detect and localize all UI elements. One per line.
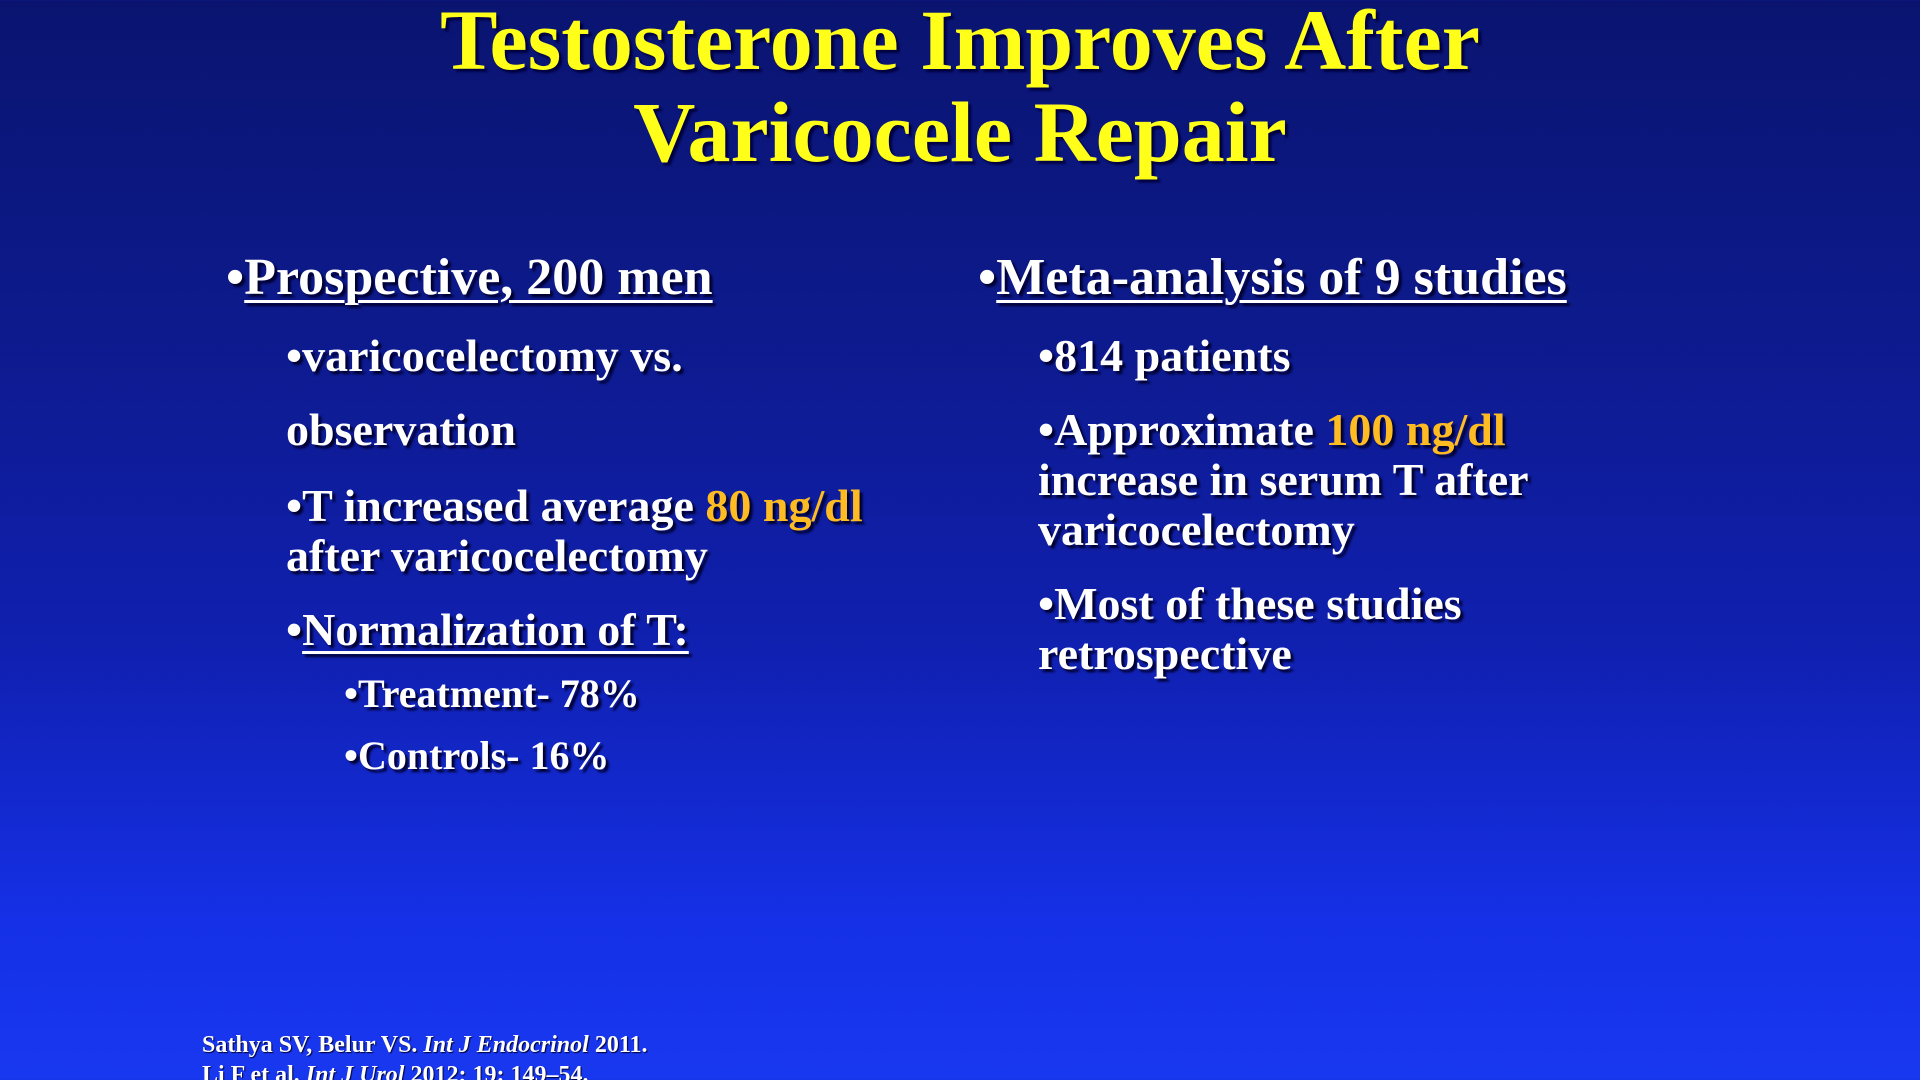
left-subitem-2-text: Controls- 16% <box>358 733 610 778</box>
left-subitem-1-bullet: • <box>344 671 359 716</box>
right-item-3: •Most of these studies retrospective <box>1038 579 1598 679</box>
reference-2-authors: Li F et al. <box>202 1062 306 1080</box>
right-heading-bullet: • <box>978 249 997 306</box>
right-item-2-bullet: • <box>1038 404 1055 455</box>
right-item-3-text: Most of these studies retrospective <box>1038 578 1462 679</box>
left-subitem-2: •Controls- 16% <box>344 725 966 787</box>
left-heading-bullet: • <box>226 249 245 306</box>
reference-1-year: 2011. <box>588 1032 648 1058</box>
left-subitem-2-bullet: • <box>344 733 359 778</box>
left-item-2-highlight: 80 ng/dl <box>705 480 863 531</box>
left-item-3: •Normalization of T: <box>286 605 966 655</box>
left-item-1-line-1: varicocelectomy vs. <box>302 330 683 381</box>
reference-2: Li F et al. Int J Urol 2012; 19: 149–54. <box>202 1060 648 1080</box>
left-column: •Prospective, 200 men •varicocelectomy v… <box>226 245 966 787</box>
left-item-1-bullet: • <box>286 330 303 381</box>
left-subitem-1-text: Treatment- 78% <box>358 671 640 716</box>
right-heading: •Meta-analysis of 9 studies <box>978 245 1738 311</box>
reference-2-details: 2012; 19: 149–54. <box>404 1062 589 1080</box>
left-heading: •Prospective, 200 men <box>226 245 966 311</box>
slide-title: Testosterone Improves After Varicocele R… <box>0 0 1920 178</box>
left-item-2-continuation: after varicocelectomy <box>286 530 708 581</box>
right-column: •Meta-analysis of 9 studies •814 patient… <box>978 245 1738 679</box>
references: Sathya SV, Belur VS. Int J Endocrinol 20… <box>202 1030 648 1080</box>
right-item-2-continuation: increase in serum T after varicocelectom… <box>1038 454 1528 555</box>
reference-1-journal: Int J Endocrinol <box>423 1032 589 1058</box>
right-item-1-text: 814 patients <box>1054 330 1291 381</box>
reference-1: Sathya SV, Belur VS. Int J Endocrinol 20… <box>202 1030 648 1060</box>
left-item-3-bullet: • <box>286 604 303 655</box>
left-item-2-bullet: • <box>286 480 303 531</box>
reference-1-authors: Sathya SV, Belur VS. <box>202 1032 424 1058</box>
right-heading-text: Meta-analysis of 9 studies <box>996 249 1567 306</box>
left-item-1: •varicocelectomy vs. observation <box>286 319 966 467</box>
right-item-2-text: Approximate <box>1054 404 1326 455</box>
left-subitem-1: •Treatment- 78% <box>344 663 966 725</box>
right-item-1: •814 patients <box>1038 319 1738 393</box>
left-item-3-text: Normalization of T: <box>302 604 689 655</box>
right-item-3-bullet: • <box>1038 578 1055 629</box>
reference-2-journal: Int J Urol <box>305 1062 405 1080</box>
right-item-1-bullet: • <box>1038 330 1055 381</box>
left-item-2-text: T increased average <box>302 480 706 531</box>
right-item-2: •Approximate 100 ng/dl increase in serum… <box>1038 405 1658 555</box>
right-item-2-highlight: 100 ng/dl <box>1325 404 1506 455</box>
left-item-1-line-2: observation <box>286 404 516 455</box>
slide-title-line-1: Testosterone Improves After <box>440 0 1480 88</box>
slide-title-line-2: Varicocele Repair <box>633 84 1287 180</box>
left-item-2: •T increased average 80 ng/dl after vari… <box>286 481 966 581</box>
left-heading-text: Prospective, 200 men <box>244 249 713 306</box>
